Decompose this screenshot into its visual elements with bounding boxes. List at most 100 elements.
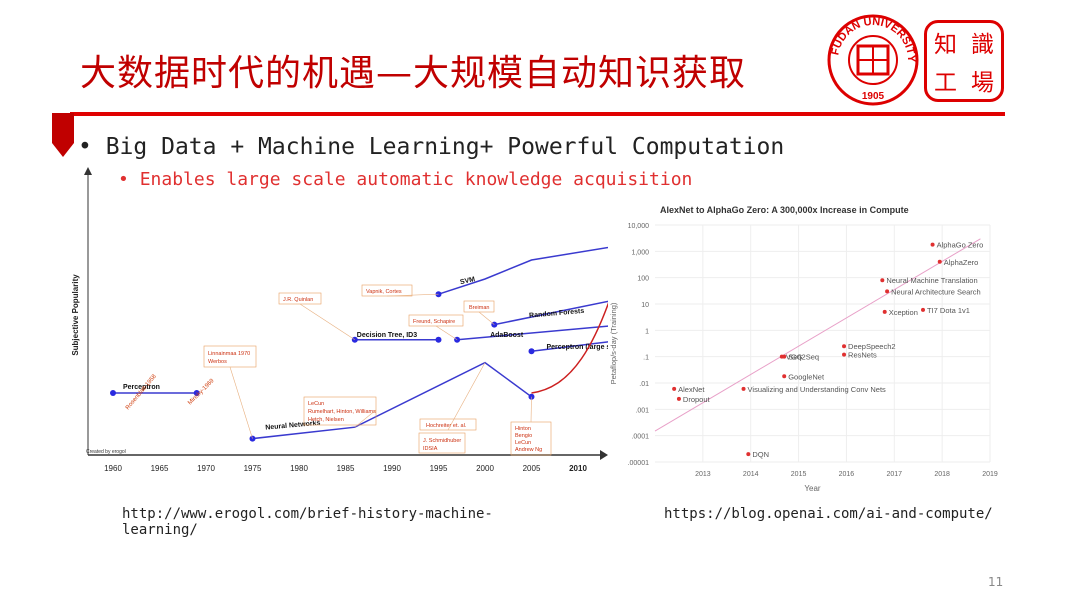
logo-char: 識 [971, 32, 994, 58]
seal-year: 1905 [862, 91, 885, 102]
series-label: Random Forests [529, 308, 585, 320]
chart-credit: Created by erogol [86, 449, 126, 455]
series-label: Perceptron [123, 384, 160, 391]
annotation-label: Hochreiter et. al. [426, 423, 467, 429]
series-point [110, 390, 116, 396]
x-tick-label: 2000 [476, 464, 494, 473]
point-label: DeepSpeech2 [848, 342, 896, 351]
y-tick-label: .0001 [631, 434, 649, 441]
point-label: DQN [752, 450, 769, 459]
point-label: VGG [786, 353, 803, 362]
series-label: Decision Tree, ID3 [357, 332, 417, 339]
red-flag-marker [52, 113, 74, 157]
data-point [672, 386, 677, 391]
x-tick-label: 2018 [934, 471, 950, 478]
annotation-label: LeCun [308, 401, 324, 407]
source-link-right[interactable]: https://blog.openai.com/ai-and-compute/ [664, 506, 993, 522]
annotation-label: Linnainmaa 1970 [208, 351, 250, 357]
annotation-leader [447, 362, 486, 431]
data-point [937, 259, 942, 264]
y-tick-label: .01 [639, 381, 649, 388]
series-line-deep-learning [531, 302, 608, 394]
title-underline [70, 112, 1005, 116]
data-point [746, 452, 751, 457]
y-tick-label: 100 [637, 276, 649, 283]
y-tick-label: .00001 [628, 460, 650, 467]
x-tick-label: 1960 [104, 464, 122, 473]
x-tick-label: 2014 [743, 471, 759, 478]
annotation-label: J.R. Quinlan [283, 297, 313, 303]
x-axis-arrow [600, 450, 608, 460]
x-tick-label: 2013 [695, 471, 711, 478]
y-axis-label: Subjective Popularity [71, 274, 80, 356]
series-line [531, 341, 608, 352]
x-tick-label: 2015 [791, 471, 807, 478]
data-point [880, 278, 885, 283]
ml-history-chart: Subjective Popularity 1960 1965 1970 1975 198… [71, 167, 609, 473]
chart-title: AlexNet to AlphaGo Zero: A 300,000x Incr… [660, 205, 909, 215]
point-label: Seq2Seq [788, 353, 819, 362]
annotation-label: Bengio [515, 433, 532, 439]
point-label: AlexNet [678, 385, 705, 394]
annotation-label: Vapnik, Cortes [366, 289, 402, 295]
series-label: Neural Networks [265, 420, 321, 432]
y-tick-label: .001 [635, 407, 649, 414]
annotation-label: Werbos [208, 359, 227, 365]
x-tick-label: 1970 [197, 464, 215, 473]
data-point [885, 289, 890, 294]
annotation-label: Breiman [469, 305, 489, 311]
series-point [193, 390, 200, 396]
series-point [528, 393, 535, 400]
annotation-leader [299, 303, 355, 341]
series-point [435, 336, 442, 343]
ai-compute-chart: AlexNet to AlphaGo Zero: A 300,000x Incr… [609, 205, 998, 493]
x-tick-label: 2005 [523, 464, 541, 473]
source-link-left-line1: http://www.erogol.com/brief-history-mach… [122, 506, 493, 522]
data-point [676, 396, 681, 401]
series-line [457, 325, 608, 341]
x-tick-label: 1965 [151, 464, 169, 473]
bullet-main: • Big Data + Machine Learning+ Powerful … [78, 134, 785, 160]
point-label: Dropout [683, 395, 711, 404]
y-tick-label: 1 [645, 328, 649, 335]
x-tick-label: 2016 [839, 471, 855, 478]
annotation-label: Minsky-1969 [187, 378, 216, 407]
series-line [494, 300, 608, 326]
annotation-leader [478, 311, 495, 325]
series-line [438, 246, 608, 295]
x-tick-label: 2019 [982, 471, 998, 478]
point-label: AlphaZero [944, 258, 979, 267]
annotation-leader [229, 366, 253, 439]
bullet-sub-text: Enables large scale automatic knowledge … [139, 169, 693, 190]
source-link-left[interactable]: http://www.erogol.com/brief-history-mach… [122, 506, 493, 538]
logo-char: 場 [971, 70, 994, 96]
annotation-label: Rumelhart, Hinton, Williams [308, 409, 376, 415]
data-point [930, 242, 935, 247]
annotation-label: Freund, Schapire [413, 319, 455, 325]
annotation-label: J. Schmidhuber [423, 438, 461, 444]
point-label: AlphaGo Zero [937, 241, 984, 250]
annotation-label: IDSIA [423, 446, 438, 452]
series-label: Perceptron (large scale) [547, 344, 609, 351]
y-axis-arrow [84, 167, 92, 175]
x-tick-label: 1975 [244, 464, 262, 473]
x-tick-label: 2010 [569, 464, 587, 473]
x-axis-label: Year [804, 484, 821, 493]
data-point [842, 344, 847, 349]
annotation-leader [354, 409, 377, 428]
data-point [882, 309, 887, 314]
y-tick-label: .1 [643, 355, 649, 362]
annotation-leader [386, 293, 439, 297]
logo-char: 工 [934, 70, 957, 96]
x-tick-label: 1980 [290, 464, 308, 473]
x-tick-label: 2017 [886, 471, 902, 478]
x-tick-label: 1990 [383, 464, 401, 473]
y-tick-label: 10 [641, 302, 649, 309]
bullet-sub: • Enables large scale automatic knowledg… [118, 169, 693, 190]
data-point [921, 307, 925, 312]
annotation-box [303, 396, 377, 426]
data-point [782, 354, 787, 359]
annotation-leader [435, 325, 458, 341]
annotation-label: Hinton [515, 426, 531, 432]
data-point [741, 386, 746, 391]
